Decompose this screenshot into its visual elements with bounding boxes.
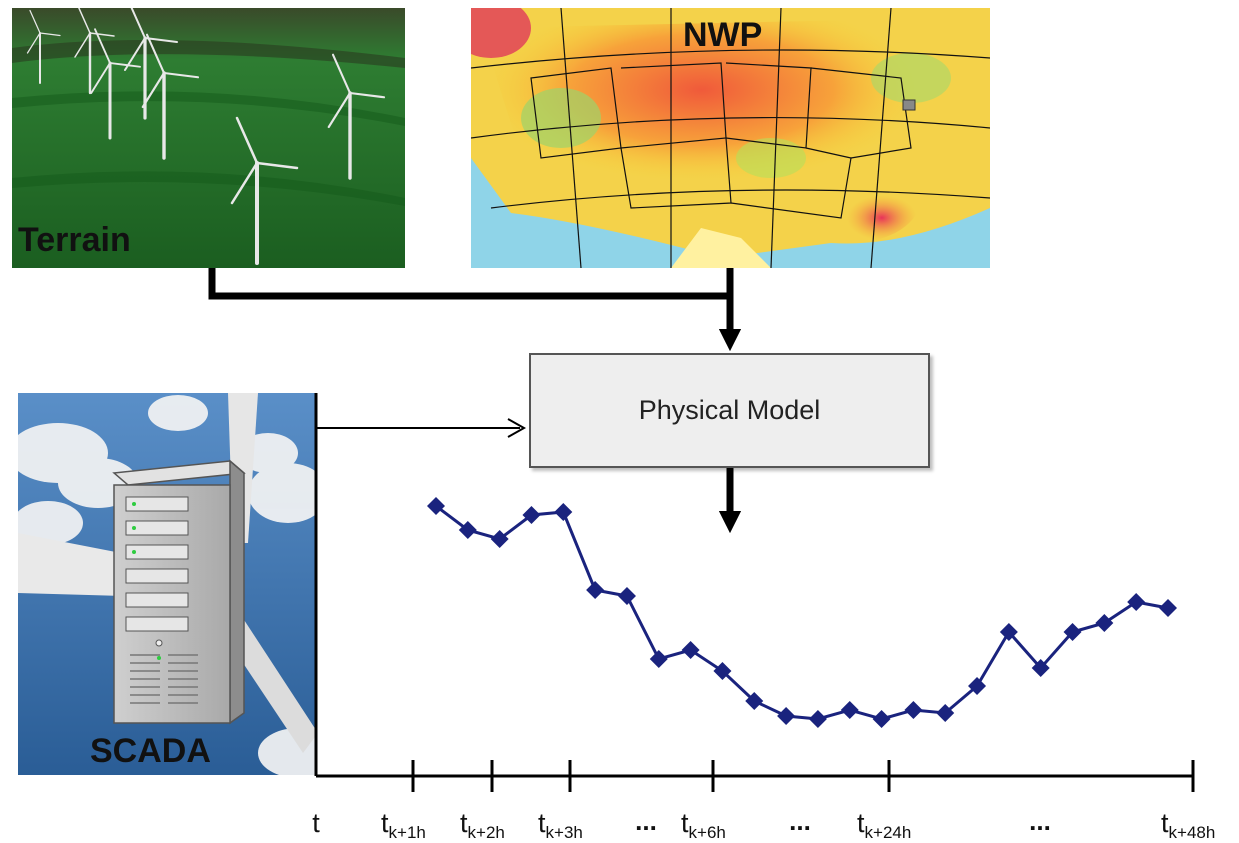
forecast-point (872, 710, 891, 728)
timeline-ellipses: ......... (635, 806, 1051, 836)
timeline-tick-label: tk+3h (538, 808, 583, 842)
physical-model-box: Physical Model (529, 353, 930, 468)
forecast-point (745, 692, 764, 710)
timeline-tick-label: tk+6h (681, 808, 726, 842)
timeline-tick-label: tk+1h (381, 808, 426, 842)
wind-turbine-icon (90, 28, 141, 140)
forecast-line (435, 504, 1169, 721)
forecast-point (1063, 623, 1082, 641)
terrain-image (12, 8, 405, 268)
scada-arrowhead (507, 418, 527, 438)
wind-turbine-icon (141, 33, 200, 160)
scada-image (18, 393, 316, 775)
timeline-tick-label: tk+48h (1161, 808, 1215, 842)
forecast-point (808, 710, 827, 728)
timeline-ticks: t tk+1h tk+2h tk+3h tk+6h tk+24h tk+48h (312, 760, 1215, 842)
forecast-series (427, 497, 1177, 728)
forecast-point (713, 662, 732, 680)
forecast-point (458, 521, 477, 539)
timeline-ellipsis: ... (635, 806, 657, 836)
wind-turbine-icon (26, 9, 61, 84)
wind-turbine-icon (230, 116, 299, 265)
terrain-connector (208, 268, 730, 300)
wind-turbine-icon (327, 53, 386, 180)
forecast-point (681, 641, 700, 659)
forecast-point (554, 503, 573, 521)
timeline-tick-label: t (312, 808, 320, 838)
server-icon (112, 459, 246, 725)
timeline-ellipsis: ... (789, 806, 811, 836)
terrain-panel: Terrain (12, 8, 405, 268)
forecast-point (617, 587, 636, 605)
forecast-point (586, 581, 605, 599)
scada-label: SCADA (90, 732, 211, 770)
nwp-panel: NWP (471, 8, 990, 268)
timeline-tick-label: tk+2h (460, 808, 505, 842)
nwp-label: NWP (683, 16, 763, 54)
forecast-point (777, 707, 796, 725)
forecast-point (904, 701, 923, 719)
forecast-point (1127, 593, 1146, 611)
forecast-point (490, 530, 509, 548)
forecast-point (522, 506, 541, 524)
forecast-point (936, 704, 955, 722)
physical-model-label: Physical Model (638, 395, 821, 425)
forecast-point (999, 623, 1018, 641)
forecast-point (840, 701, 859, 719)
forecast-point (1159, 599, 1177, 617)
forecast-point (649, 650, 668, 668)
nwp-map-image (471, 8, 990, 268)
scada-panel: SCADA (18, 393, 316, 775)
forecast-point (1095, 614, 1114, 632)
terrain-label: Terrain (18, 221, 131, 259)
timeline-ellipsis: ... (1029, 806, 1051, 836)
forecast-point (968, 677, 987, 695)
wind-turbine-icon (74, 8, 115, 95)
forecast-point (427, 497, 445, 515)
timeline-tick-label: tk+24h (857, 808, 911, 842)
forecast-point (1031, 659, 1050, 677)
